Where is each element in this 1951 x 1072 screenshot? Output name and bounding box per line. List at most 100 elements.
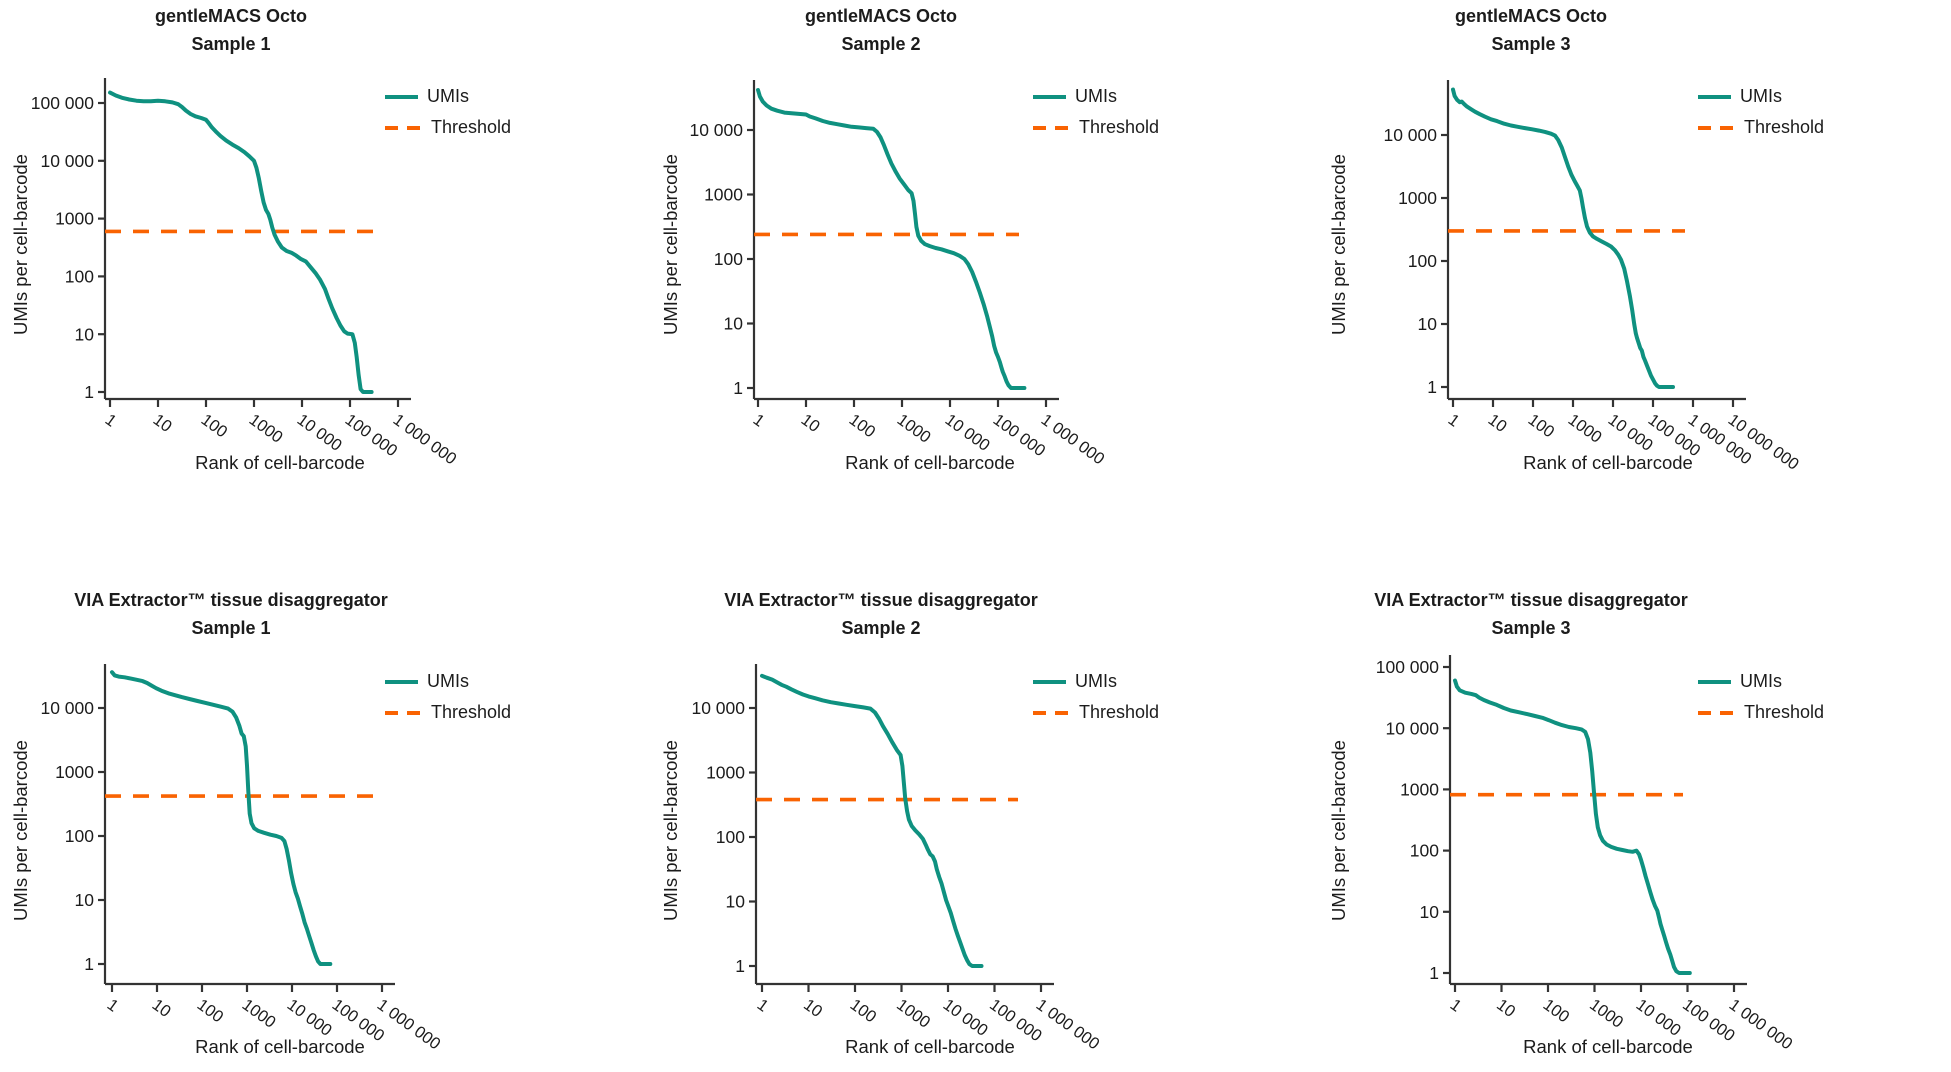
x-tick-label: 1: [1445, 411, 1463, 431]
x-tick-label: 10: [1493, 996, 1518, 1021]
threshold-line-key: [385, 125, 422, 130]
chart-cell-via-sample1: VIA Extractor™ tissue disaggregator Samp…: [0, 536, 650, 1072]
chart-title-line2: Sample 2: [841, 34, 921, 54]
chart-title-line2: Sample 3: [1491, 34, 1571, 54]
y-tick-label: 10 000: [40, 698, 94, 718]
legend-item-threshold: Threshold: [1033, 117, 1159, 138]
chart-title: VIA Extractor™ tissue disaggregator Samp…: [0, 586, 462, 642]
umis-curve: [760, 673, 984, 968]
x-tick-label: 1000: [246, 411, 286, 447]
umis-curve: [108, 90, 374, 394]
legend-item-umis: UMIs: [385, 86, 511, 107]
legend-item-umis: UMIs: [1698, 671, 1824, 692]
x-tick-label: 1: [754, 996, 772, 1016]
y-tick-label: 1000: [1398, 188, 1437, 208]
x-tick-label: 100: [847, 996, 880, 1027]
x-tick-label: 1: [1447, 996, 1465, 1016]
x-axis-label: Rank of cell-barcode: [1523, 1036, 1693, 1057]
x-tick-label: 100: [1525, 411, 1558, 442]
legend-umis-label: UMIs: [427, 671, 469, 691]
legend-item-threshold: Threshold: [385, 702, 511, 723]
threshold-line-key: [385, 710, 422, 715]
legend-threshold-label: Threshold: [1744, 702, 1825, 722]
chart-title-line2: Sample 1: [191, 618, 271, 638]
y-tick-label: 100: [716, 827, 745, 847]
legend-item-umis: UMIs: [385, 671, 511, 692]
x-tick-label: 1: [750, 411, 768, 431]
x-axis-label: Rank of cell-barcode: [845, 452, 1015, 473]
y-tick-label: 1000: [1400, 780, 1439, 800]
y-tick-label: 10 000: [40, 151, 94, 171]
umis-line-key: [1698, 94, 1731, 99]
chart-title-line1: gentleMACS Octo: [154, 6, 307, 26]
y-tick-label: 10: [1418, 314, 1438, 334]
y-tick-label: 100: [1410, 841, 1439, 861]
y-tick-label: 100 000: [31, 93, 95, 113]
chart-title: gentleMACS Octo Sample 1: [0, 2, 462, 58]
chart-title: gentleMACS Octo Sample 2: [650, 2, 1112, 58]
y-tick-label: 10 000: [689, 120, 743, 140]
umis-curve: [756, 88, 1027, 390]
x-axis-label: Rank of cell-barcode: [195, 1036, 365, 1057]
y-tick-label: 10 000: [1385, 718, 1439, 738]
threshold-line-key: [1698, 710, 1735, 715]
legend-umis-label: UMIs: [1740, 671, 1782, 691]
y-tick-label: 100 000: [1376, 657, 1440, 677]
x-tick-label: 1000: [1565, 411, 1605, 447]
chart-title-line1: gentleMACS Octo: [1454, 6, 1607, 26]
chart-title-line2: Sample 2: [841, 618, 921, 638]
legend-threshold-label: Threshold: [1744, 117, 1825, 137]
x-tick-label: 10: [149, 996, 174, 1021]
chart-title-line1: VIA Extractor™ tissue disaggregator: [1374, 590, 1688, 610]
legend-item-umis: UMIs: [1033, 86, 1159, 107]
chart-title-line1: VIA Extractor™ tissue disaggregator: [74, 590, 388, 610]
chart-title: gentleMACS Octo Sample 3: [1300, 2, 1762, 58]
x-tick-label: 10: [1485, 411, 1510, 436]
y-tick-label: 1: [735, 956, 745, 976]
legend-umis-label: UMIs: [427, 86, 469, 106]
legend-umis-label: UMIs: [1075, 671, 1117, 691]
threshold-line-key: [1033, 125, 1070, 130]
y-tick-label: 100: [714, 249, 743, 269]
x-tick-label: 1000: [239, 996, 279, 1032]
y-tick-label: 10 000: [1383, 125, 1437, 145]
y-tick-label: 100: [65, 267, 94, 287]
x-tick-label: 10 000: [284, 996, 335, 1040]
chart-title-line2: Sample 1: [191, 34, 271, 54]
chart-title: VIA Extractor™ tissue disaggregator Samp…: [1300, 586, 1762, 642]
y-tick-label: 10: [1420, 902, 1440, 922]
y-tick-label: 1: [84, 382, 94, 402]
x-tick-label: 100: [194, 996, 227, 1027]
y-tick-label: 100: [1408, 251, 1437, 271]
legend-item-threshold: Threshold: [1698, 702, 1824, 723]
legend-umis-label: UMIs: [1075, 86, 1117, 106]
chart-title-line1: VIA Extractor™ tissue disaggregator: [724, 590, 1038, 610]
threshold-line-key: [1698, 125, 1735, 130]
x-tick-label: 1000: [893, 996, 933, 1032]
legend: UMIs Threshold: [1033, 671, 1159, 723]
legend: UMIs Threshold: [1033, 86, 1159, 138]
chart-title-line2: Sample 3: [1491, 618, 1571, 638]
chart-cell-octo-sample2: gentleMACS Octo Sample 2 UMIs per cell-b…: [650, 0, 1300, 536]
x-tick-label: 10: [800, 996, 825, 1021]
umis-line-key: [385, 94, 418, 99]
legend: UMIs Threshold: [385, 671, 511, 723]
x-tick-label: 1000: [1586, 996, 1626, 1032]
chart-title-line1: gentleMACS Octo: [804, 6, 957, 26]
legend: UMIs Threshold: [385, 86, 511, 138]
x-tick-label: 10 000: [940, 996, 991, 1040]
y-tick-label: 1: [1427, 377, 1437, 397]
x-tick-label: 10 000: [294, 411, 345, 455]
chart-cell-octo-sample1: gentleMACS Octo Sample 1 UMIs per cell-b…: [0, 0, 650, 536]
umis-curve: [110, 670, 333, 966]
y-tick-label: 10: [75, 324, 95, 344]
legend-threshold-label: Threshold: [1079, 702, 1160, 722]
x-tick-label: 10 000: [1633, 996, 1684, 1040]
chart-cell-via-sample3: VIA Extractor™ tissue disaggregator Samp…: [1300, 536, 1950, 1072]
legend: UMIs Threshold: [1698, 86, 1824, 138]
